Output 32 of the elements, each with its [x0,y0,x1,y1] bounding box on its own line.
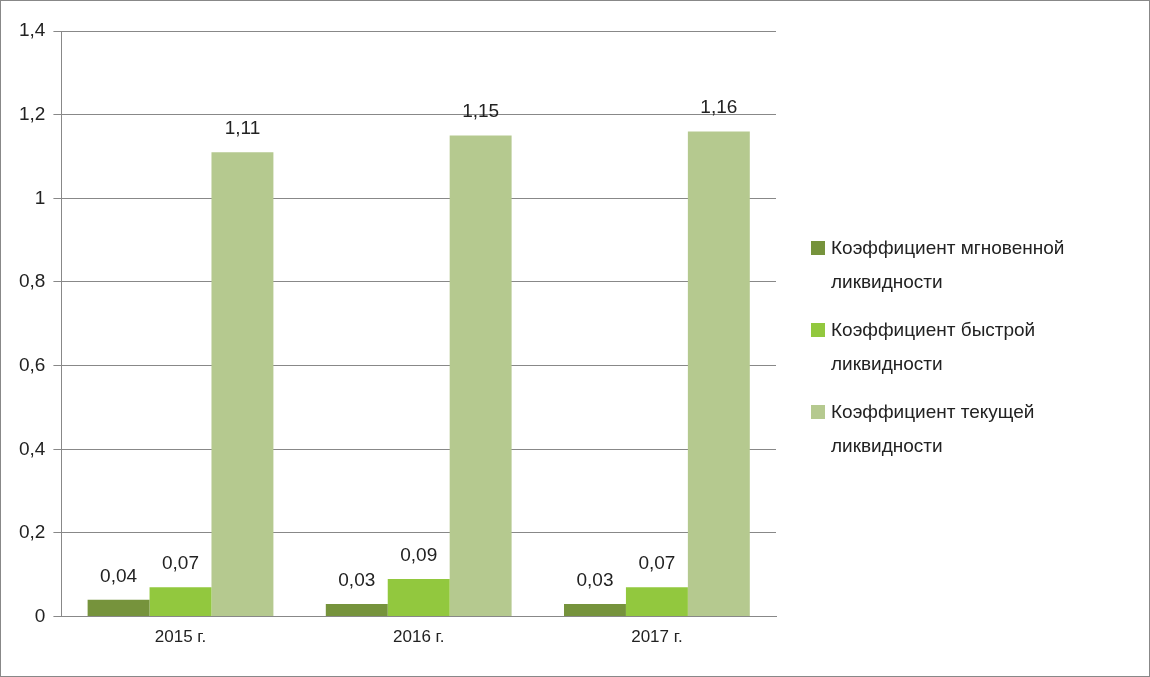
y-tick-label: 1 [34,186,46,208]
legend-label: Коэффициент быстрой ликвидности [831,318,1037,376]
y-tick-label: 0,6 [18,353,46,375]
bar [687,131,750,617]
bar [387,578,450,617]
data-label: 0,07 [638,552,676,574]
y-tick-label: 0,8 [18,270,46,292]
bar [87,599,150,617]
data-label: 0,04 [100,564,138,586]
legend-label: Коэффициент мгновенной ликвидности [831,236,1066,294]
data-label: 1,11 [224,117,261,139]
bar [625,587,688,617]
bar [325,604,388,617]
y-tick-label: 1,2 [18,102,46,124]
bar [211,152,274,617]
data-label: 0,03 [576,568,614,590]
data-label: 1,15 [462,100,500,122]
bar [449,135,512,617]
y-tick-label: 0 [34,604,46,626]
data-label: 0,07 [162,552,199,574]
x-tick-label: 2017 г. [631,627,683,647]
y-tick-label: 1,4 [18,19,46,41]
y-tick-label: 0,4 [18,437,46,459]
x-tick-label: 2016 г. [393,627,445,647]
bar [149,587,212,617]
x-tick-label: 2015 г. [154,627,207,647]
data-label: 0,03 [338,568,376,590]
y-tick-label: 0,2 [18,521,46,543]
legend-label: Коэффициент текущей ликвидности [831,400,1036,458]
bar [564,604,626,617]
data-label: 0,09 [400,543,438,565]
data-label: 1,16 [700,96,738,118]
